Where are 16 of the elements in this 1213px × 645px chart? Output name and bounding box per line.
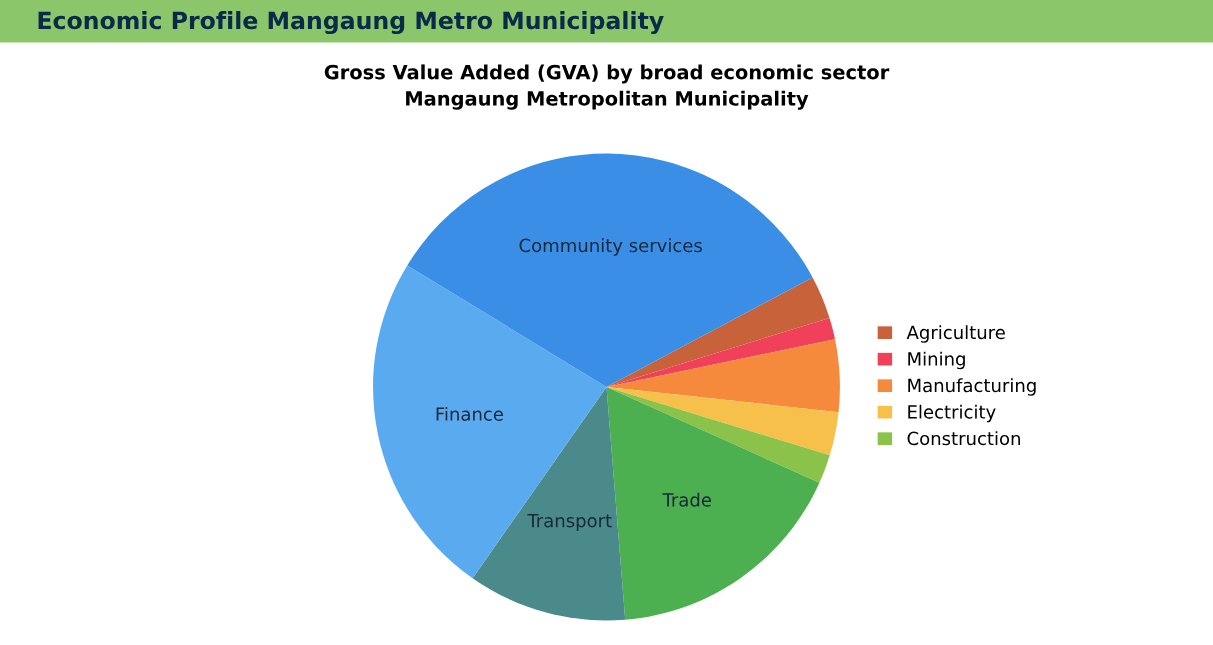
legend-label: Agriculture bbox=[906, 325, 1005, 343]
legend-label: Mining bbox=[908, 351, 965, 370]
slice-label: Transport bbox=[527, 513, 612, 531]
pie-slice bbox=[606, 339, 840, 413]
pie-slice bbox=[606, 277, 830, 387]
pie-slice bbox=[606, 387, 839, 456]
pie-slice bbox=[606, 317, 835, 387]
legend-label: Electricity bbox=[908, 404, 996, 423]
slice-label: Community services bbox=[519, 238, 702, 256]
slice-label: Finance bbox=[436, 406, 503, 421]
legend-label: Construction bbox=[907, 431, 1020, 446]
text: Economic Profile Mangaung Metro Municipality bbox=[38, 11, 664, 35]
chart-title: Gross Value Added (GVA) by broad economic sector Mangaung Metropolitan Municipality bbox=[324, 64, 890, 110]
pie-slice bbox=[407, 153, 813, 387]
slice-label: Trade bbox=[662, 492, 711, 507]
legend-label: Manufacturing bbox=[908, 378, 1036, 396]
